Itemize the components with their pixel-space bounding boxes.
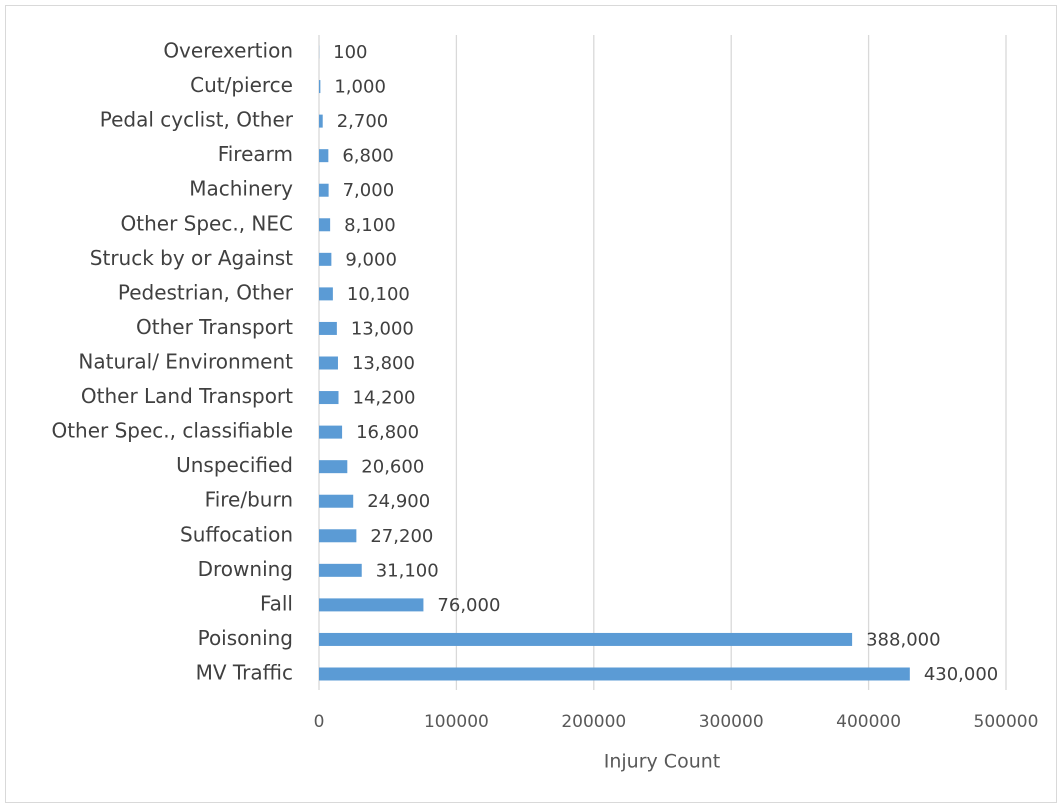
y-tick-label: Other Spec., NEC — [121, 211, 293, 235]
value-label: 13,000 — [351, 318, 414, 339]
y-tick-label: Fall — [260, 591, 293, 615]
y-tick-label: Pedal cyclist, Other — [100, 108, 294, 132]
value-label: 14,200 — [353, 388, 416, 409]
value-label: 9,000 — [345, 249, 397, 270]
value-label: 1,000 — [334, 77, 386, 98]
bar — [319, 563, 362, 577]
y-tick-label: Cut/pierce — [190, 73, 293, 97]
bar — [319, 114, 323, 128]
value-label: 10,100 — [347, 284, 410, 305]
x-tick-label: 200000 — [561, 712, 626, 732]
y-tick-label: Unspecified — [176, 453, 293, 477]
value-label: 16,800 — [356, 422, 419, 443]
y-tick-label: Natural/ Environment — [78, 350, 293, 374]
value-label: 31,100 — [376, 560, 439, 581]
x-tick-label: 500000 — [974, 712, 1039, 732]
bar — [319, 529, 357, 543]
y-tick-label: Fire/burn — [205, 488, 293, 512]
bar — [319, 425, 343, 439]
bar — [319, 149, 329, 163]
bar — [319, 252, 332, 266]
bar — [319, 356, 338, 370]
y-tick-label: MV Traffic — [196, 661, 293, 685]
y-tick-label: Other Spec., classifiable — [51, 419, 293, 443]
x-tick-label: 100000 — [424, 712, 489, 732]
value-label: 430,000 — [924, 664, 998, 685]
y-tick-label: Firearm — [218, 142, 293, 166]
value-label: 7,000 — [343, 180, 395, 201]
bar — [319, 80, 321, 94]
y-tick-label: Overexertion — [163, 39, 293, 63]
x-tick-label: 300000 — [699, 712, 764, 732]
value-label: 27,200 — [370, 526, 433, 547]
value-label: 8,100 — [344, 215, 396, 236]
value-label: 13,800 — [352, 353, 415, 374]
x-tick-label: 400000 — [836, 712, 901, 732]
x-axis-label: Injury Count — [604, 751, 721, 773]
bar — [319, 321, 337, 335]
value-label: 6,800 — [342, 146, 394, 167]
value-label: 24,900 — [367, 491, 430, 512]
bar — [319, 218, 331, 232]
value-label: 100 — [333, 42, 367, 63]
y-tick-label: Poisoning — [198, 626, 293, 650]
value-label: 388,000 — [866, 629, 940, 650]
bar — [319, 287, 333, 301]
y-tick-label: Suffocation — [180, 522, 293, 546]
value-label: 2,700 — [337, 111, 389, 132]
bar — [319, 391, 339, 405]
value-label: 20,600 — [361, 457, 424, 478]
y-tick-label: Drowning — [198, 557, 293, 581]
bar — [319, 598, 424, 612]
bar — [319, 460, 348, 474]
value-label: 76,000 — [437, 595, 500, 616]
y-tick-label: Other Land Transport — [81, 384, 293, 408]
bar — [319, 183, 329, 197]
y-tick-label: Struck by or Against — [90, 246, 293, 270]
bar — [319, 494, 354, 508]
x-tick-label: 0 — [314, 712, 325, 732]
y-tick-label: Machinery — [189, 177, 293, 201]
bar — [319, 632, 853, 646]
bar — [319, 667, 910, 681]
y-tick-label: Other Transport — [136, 315, 293, 339]
y-tick-label: Pedestrian, Other — [118, 280, 294, 304]
